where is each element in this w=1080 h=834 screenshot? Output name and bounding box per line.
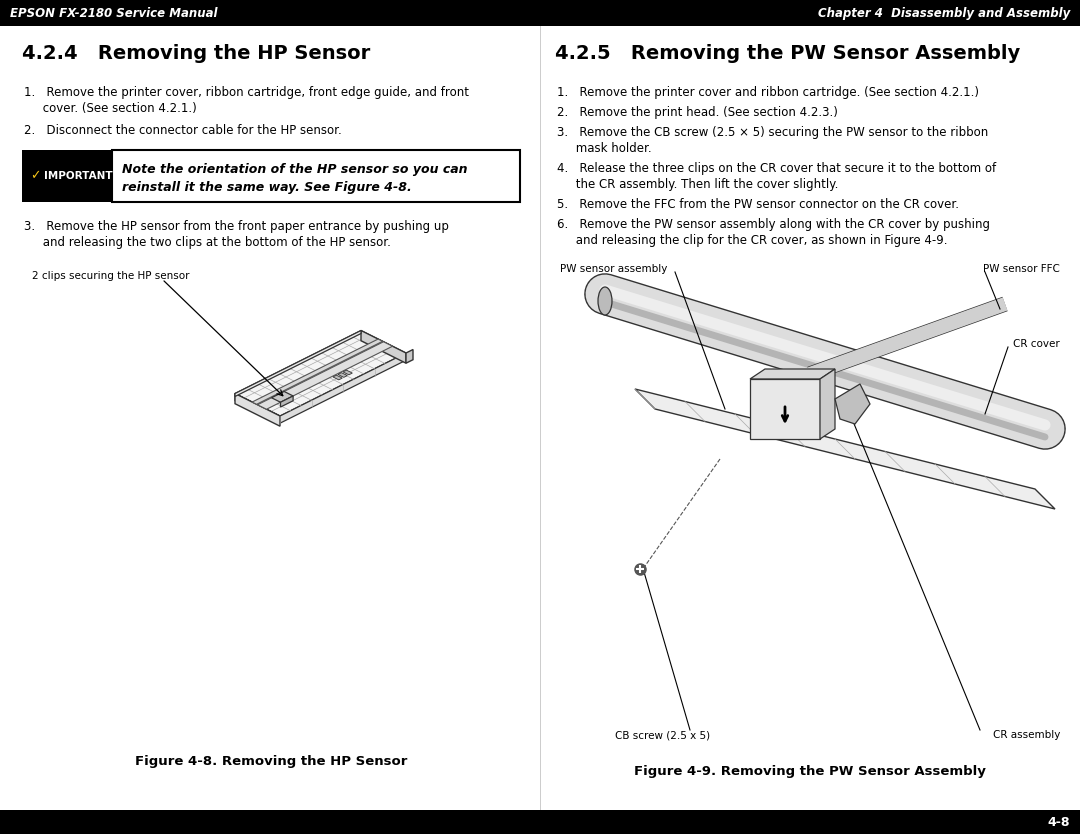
Polygon shape: [333, 375, 342, 379]
Polygon shape: [750, 369, 835, 379]
Text: 2 clips securing the HP sensor: 2 clips securing the HP sensor: [32, 271, 189, 281]
Polygon shape: [235, 330, 406, 416]
Text: PW sensor assembly: PW sensor assembly: [561, 264, 667, 274]
Text: EPSON FX-2180 Service Manual: EPSON FX-2180 Service Manual: [10, 7, 217, 19]
Text: reinstall it the same way. See Figure 4-8.: reinstall it the same way. See Figure 4-…: [122, 181, 411, 194]
Text: 3.   Remove the HP sensor from the front paper entrance by pushing up: 3. Remove the HP sensor from the front p…: [24, 220, 449, 233]
Text: cover. (See section 4.2.1.): cover. (See section 4.2.1.): [24, 102, 197, 115]
Text: PW sensor FFC: PW sensor FFC: [983, 264, 1059, 274]
Text: and releasing the two clips at the bottom of the HP sensor.: and releasing the two clips at the botto…: [24, 236, 391, 249]
Bar: [0, 810, 1080, 834]
Ellipse shape: [598, 287, 612, 315]
Text: 1.   Remove the printer cover, ribbon cartridge, front edge guide, and front: 1. Remove the printer cover, ribbon cart…: [24, 86, 469, 99]
Text: 2.   Disconnect the connector cable for the HP sensor.: 2. Disconnect the connector cable for th…: [24, 124, 341, 137]
Text: CR cover: CR cover: [1013, 339, 1059, 349]
Text: IMPORTANT: IMPORTANT: [44, 171, 112, 181]
Polygon shape: [635, 389, 1055, 509]
Text: and releasing the clip for the CR cover, as shown in Figure 4-9.: and releasing the clip for the CR cover,…: [557, 234, 947, 247]
Text: CB screw (2.5 x 5): CB screw (2.5 x 5): [615, 730, 711, 740]
Text: 4.   Release the three clips on the CR cover that secure it to the bottom of: 4. Release the three clips on the CR cov…: [557, 162, 996, 175]
Polygon shape: [406, 349, 413, 363]
Text: 4-8: 4-8: [1048, 816, 1070, 828]
Text: the CR assembly. Then lift the cover slightly.: the CR assembly. Then lift the cover sli…: [557, 178, 838, 191]
Polygon shape: [835, 384, 870, 424]
Polygon shape: [235, 330, 361, 396]
Polygon shape: [235, 394, 280, 423]
Text: mask holder.: mask holder.: [557, 142, 651, 155]
Text: 5.   Remove the FFC from the PW sensor connector on the CR cover.: 5. Remove the FFC from the PW sensor con…: [557, 198, 959, 211]
Bar: [112, 150, 519, 202]
Polygon shape: [271, 391, 293, 402]
Polygon shape: [252, 339, 382, 404]
Text: 4.2.4   Removing the HP Sensor: 4.2.4 Removing the HP Sensor: [22, 44, 370, 63]
Text: Figure 4-9. Removing the PW Sensor Assembly: Figure 4-9. Removing the PW Sensor Assem…: [634, 765, 986, 778]
Bar: [22, 150, 112, 202]
Text: CR assembly: CR assembly: [993, 730, 1059, 740]
Text: 1.   Remove the printer cover and ribbon cartridge. (See section 4.2.1.): 1. Remove the printer cover and ribbon c…: [557, 86, 978, 99]
Text: 6.   Remove the PW sensor assembly along with the CR cover by pushing: 6. Remove the PW sensor assembly along w…: [557, 218, 990, 231]
Text: 2.   Remove the print head. (See section 4.2.3.): 2. Remove the print head. (See section 4…: [557, 106, 838, 119]
Text: Chapter 4  Disassembly and Assembly: Chapter 4 Disassembly and Assembly: [818, 7, 1070, 19]
Polygon shape: [361, 330, 406, 363]
Polygon shape: [280, 353, 406, 423]
Bar: [0, 0, 1080, 26]
Polygon shape: [257, 342, 392, 409]
Text: Note the orientation of the HP sensor so you can: Note the orientation of the HP sensor so…: [122, 163, 468, 176]
Text: Figure 4-8. Removing the HP Sensor: Figure 4-8. Removing the HP Sensor: [135, 755, 407, 768]
Polygon shape: [343, 370, 352, 374]
Text: 4.2.5   Removing the PW Sensor Assembly: 4.2.5 Removing the PW Sensor Assembly: [555, 44, 1021, 63]
Polygon shape: [750, 379, 820, 439]
Polygon shape: [338, 373, 348, 377]
Polygon shape: [235, 394, 280, 426]
Polygon shape: [281, 396, 293, 407]
Text: 3.   Remove the CB screw (2.5 × 5) securing the PW sensor to the ribbon: 3. Remove the CB screw (2.5 × 5) securin…: [557, 126, 988, 139]
Text: ✓: ✓: [30, 169, 41, 183]
Polygon shape: [820, 369, 835, 439]
